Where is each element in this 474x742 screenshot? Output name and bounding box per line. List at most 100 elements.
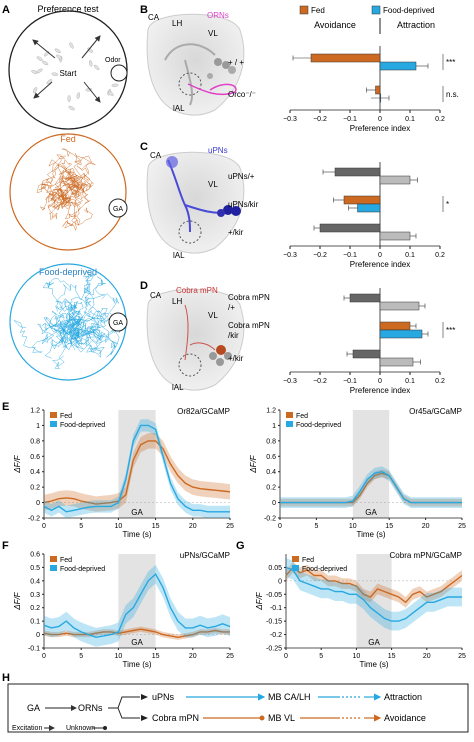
x-tick-label: −0.1 [343,116,357,123]
x-tick-label: 15 [152,653,160,660]
brain-c-shape [146,151,245,254]
x-tick-label: 5 [314,523,318,530]
fly [76,92,80,99]
y-tick-label: 0.6 [30,454,40,461]
x-tick-label: 0.1 [405,116,415,123]
panel-h-letter: H [2,672,10,684]
fly-track [13,312,80,353]
y-tick-label: -0.25 [266,646,282,653]
odor-label: Odor [105,57,121,64]
y-tick-label: -0.2 [28,516,40,523]
bar [379,301,420,311]
x-tick-label: 5 [79,653,83,660]
fly-track [55,298,84,324]
y-axis-label: ΔF/F [249,454,258,473]
fly-track [44,329,88,359]
brain-b-vl: VL [208,29,218,38]
chart-title: uPNs/GCaMP [180,551,230,560]
legend-swatch [50,556,57,562]
brain-b-neuron [187,83,237,96]
bar [319,223,381,233]
stimulus-label: GA [368,638,380,647]
x-tick-label: 20 [423,653,431,660]
x-axis-label: Preference index [350,260,410,269]
x-tick-label: 25 [226,523,234,530]
x-axis-label: Time (s) [122,660,151,669]
fly [88,60,93,67]
x-tick-label: −0.2 [313,116,327,123]
fd-ga-circle [108,312,128,332]
start-label: Start [60,69,78,78]
line-chart-f: GA-0.100.10.20.30.40.50.60 5 10 15 20 25Time … [13,551,234,669]
x-tick-label: 15 [385,523,393,530]
fly-track [42,277,71,328]
y-tick-label: 0.1 [30,619,40,626]
fly [108,90,114,97]
x-tick-label: 0 [42,653,46,660]
sem-band [44,419,230,518]
brain-d-neuron [184,304,216,361]
brain-b-lh: LH [172,19,182,28]
sem-band [286,562,462,608]
y-axis-label: ΔF/F [255,591,264,610]
y-tick-label: 0.2 [30,485,40,492]
brain-b-ial: lAL [173,104,185,113]
node-mbvl: MB VL [268,713,295,723]
x-tick-label: 0 [284,653,288,660]
fd-tracks [13,270,123,370]
stimulus-window [118,410,156,518]
stimulus-window [352,410,390,518]
bar-chart-c: −0.3 −0.2 −0.1 0 0.1 0.2 Preference index uPNs/… [228,162,449,269]
y-tick-label: 0 [272,500,276,507]
legend-label: Fed [60,557,72,564]
fly [42,60,49,66]
bar-chart-d: −0.3 −0.2 −0.1 0 0.1 0.2 Preference index Cobra… [228,288,455,395]
fly [33,87,38,94]
legend-label: Fed [60,413,72,420]
brain-d-vl: VL [208,311,218,320]
bar [379,357,414,367]
fly-track [51,187,78,220]
group-label: uPNs/kir [228,200,259,209]
fly [111,83,119,87]
y-tick-label: -0.1 [270,605,282,612]
series-line [285,566,462,622]
legend-label: Food-deprived [60,422,105,429]
bar [352,349,381,359]
x-tick-label: −0.3 [283,378,297,385]
x-tick-label: 0.1 [405,378,415,385]
x-tick-label: 0 [42,523,46,530]
fly-track [61,148,96,190]
series-line [43,572,231,639]
stimulus-label: GA [131,508,143,517]
y-tick-label: 0.4 [266,469,276,476]
panel-e-letter: E [2,401,9,413]
brain-d-ial: lAL [172,383,184,392]
brain-c-ial: lAL [173,251,185,260]
sem-band [286,558,462,631]
y-tick-label: 0 [36,632,40,639]
fd-ga-label: GA [113,320,123,327]
fly [46,79,53,85]
brain-d: D CA LH VL lAL Cobra mPN [140,280,245,392]
y-tick-label: 0 [36,500,40,507]
fly-track [46,171,81,221]
panel-g-letter: G [236,540,245,552]
x-tick-label: 20 [189,653,197,660]
legend-label: Fed [296,413,308,420]
legend-swatch [50,412,57,418]
fly-track [42,316,73,351]
brain-b-ca: CA [148,13,160,22]
y-tick-label: 0.8 [30,438,40,445]
x-axis-label: Preference index [350,386,410,395]
sem-band [280,466,462,508]
x-tick-label: −0.1 [343,378,357,385]
brain-b-neuron-label: ORNs [207,11,229,20]
fly-track [39,177,75,211]
x-axis-label: Preference index [350,124,410,133]
significance-label: n.s. [446,90,459,99]
fly [69,42,74,49]
panel-a-letter: A [2,4,10,16]
panel-d-letter: D [140,280,148,292]
